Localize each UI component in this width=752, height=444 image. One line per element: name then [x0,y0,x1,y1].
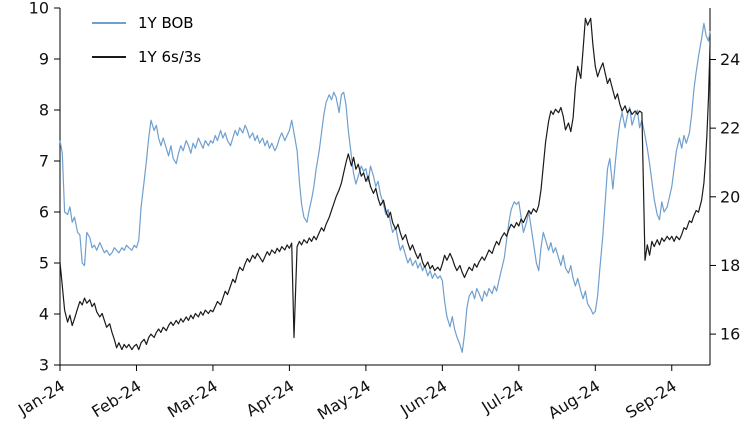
left-axis-tick-label: 6 [39,203,49,222]
right-axis-tick-label: 24 [720,50,740,69]
legend-line-swatch-blue [92,22,126,24]
left-axis-tick-label: 10 [29,0,49,18]
x-axis-tick-label: Jul-24 [477,376,526,417]
x-axis-tick-label: Aug-24 [545,376,604,423]
right-axis-tick-label: 20 [720,187,740,206]
legend-item-1y-bob: 1Y BOB [92,6,201,40]
left-axis-tick-label: 7 [39,152,49,171]
series-line-1y-6s-3s [59,17,711,351]
left-axis-tick-label: 9 [39,50,49,69]
right-axis-tick-label: 22 [720,119,740,138]
legend-label-1y-bob: 1Y BOB [138,13,194,32]
x-axis-tick-label: Mar-24 [164,376,221,421]
left-axis-tick-label: 5 [39,254,49,273]
x-axis-tick-label: Feb-24 [88,376,144,421]
left-axis-tick-label: 8 [39,101,49,120]
right-axis-tick-label: 16 [720,325,740,344]
x-axis-tick-label: Sep-24 [622,376,680,422]
x-axis-tick-label: Jan-24 [14,376,68,420]
series-line-1y-bob [59,22,711,353]
legend-item-1y-6s3s: 1Y 6s/3s [92,40,201,74]
x-axis-tick-label: Apr-24 [243,376,298,420]
right-axis-tick-label: 18 [720,256,740,275]
x-axis-tick-label: May-24 [314,376,374,423]
left-axis-tick-label: 3 [39,356,49,375]
chart-legend: 1Y BOB 1Y 6s/3s [92,6,201,74]
legend-label-1y-6s3s: 1Y 6s/3s [138,47,202,66]
legend-line-swatch-black [92,56,126,58]
left-axis-tick-label: 4 [39,305,49,324]
x-axis-tick-label: Jun-24 [396,376,450,420]
